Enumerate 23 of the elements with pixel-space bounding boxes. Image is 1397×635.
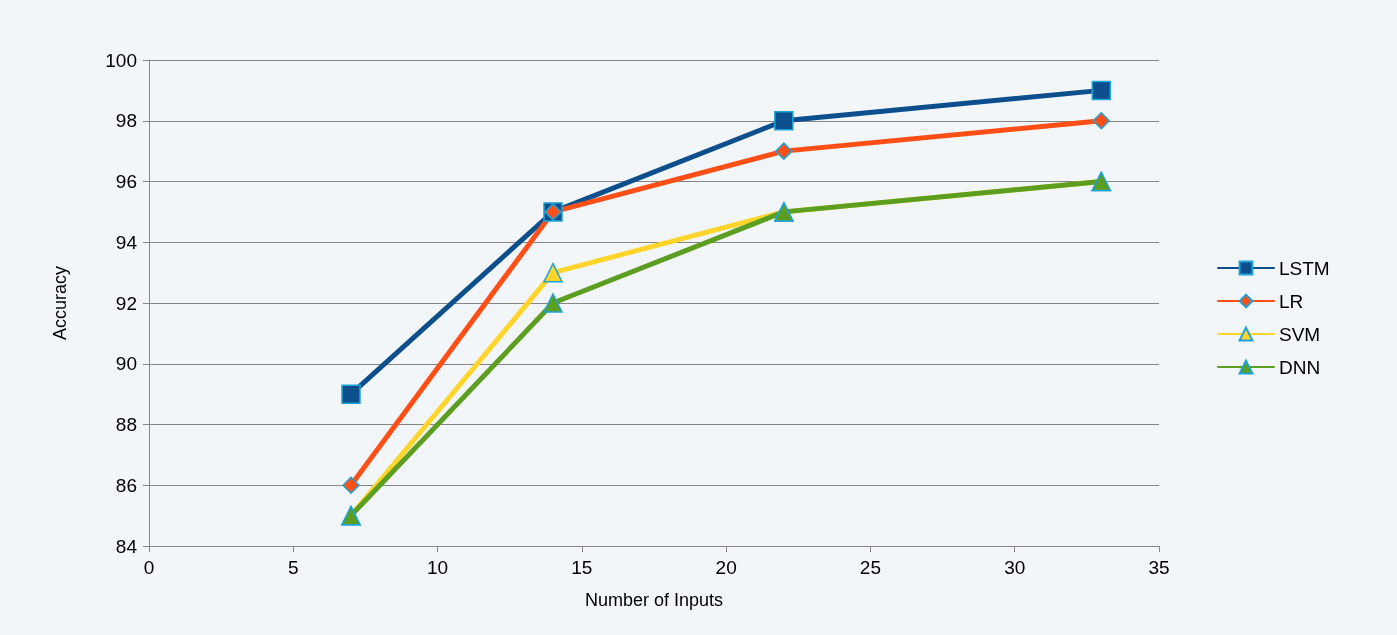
y-tick-label: 84 [115,535,138,557]
y-tick-label: 98 [115,110,137,132]
legend-label: LR [1279,290,1304,312]
legend-label: DNN [1279,356,1321,378]
x-tick-label: 10 [427,557,449,578]
y-tick-label: 100 [105,49,137,71]
x-tick-label: 25 [859,557,881,578]
x-axis-title: Number of Inputs [584,590,724,610]
x-tick-label: 35 [1148,557,1170,578]
legend-label: LSTM [1279,257,1330,279]
x-tick-label: 20 [715,557,737,578]
y-tick-label: 92 [115,292,137,314]
x-tick-label: 15 [571,557,593,578]
x-tick-label: 30 [1004,557,1026,578]
y-tick-label: 96 [115,171,137,192]
y-tick-label: 86 [115,474,137,496]
y-tick-label: 90 [115,353,137,375]
y-axis-title: Accuracy [50,265,70,341]
legend-label: SVM [1279,323,1321,345]
y-tick-label: 94 [115,231,138,253]
y-tick-label: 88 [115,414,137,435]
x-tick-label: 0 [143,557,155,578]
x-tick-label: 5 [288,557,299,578]
